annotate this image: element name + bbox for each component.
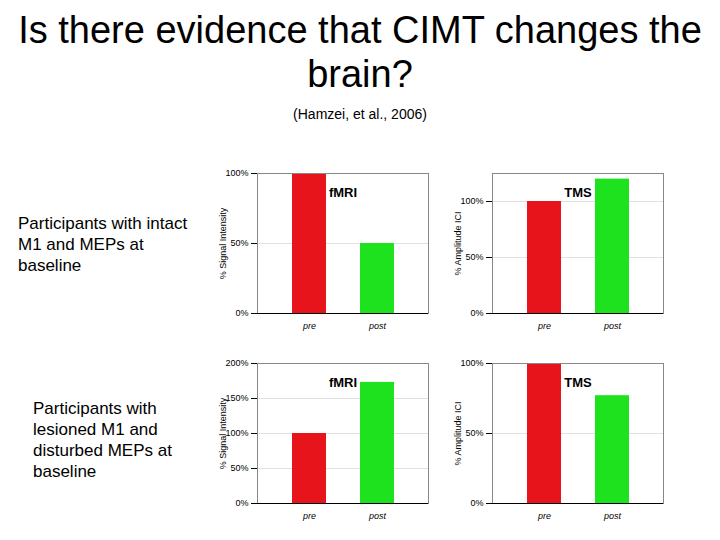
svg-text:% Amplitude ICI: % Amplitude ICI — [453, 401, 463, 465]
svg-text:50%: 50% — [230, 463, 248, 473]
svg-text:post: post — [603, 321, 622, 331]
svg-text:post: post — [603, 511, 622, 521]
svg-text:0%: 0% — [470, 498, 483, 508]
svg-text:pre: pre — [302, 511, 316, 521]
svg-text:% Signal Intensity: % Signal Intensity — [218, 207, 228, 279]
svg-text:0%: 0% — [470, 308, 483, 318]
svg-text:150%: 150% — [225, 393, 248, 403]
html-text:Is there evidence that CIMT ch: Is there evidence that CIMT changes the … — [18, 9, 702, 95]
svg-text:100%: 100% — [460, 358, 483, 368]
svg-text:50%: 50% — [230, 238, 248, 248]
svg-text:50%: 50% — [465, 428, 483, 438]
svg-text:post: post — [368, 511, 387, 521]
svg-text:100%: 100% — [460, 196, 483, 206]
svg-text:% Amplitude ICI: % Amplitude ICI — [453, 211, 463, 275]
html-text:Participants with intact M1 an: Participants with intact M1 and MEPs at … — [18, 214, 188, 275]
svg-text:TMS: TMS — [564, 375, 592, 390]
svg-text:TMS: TMS — [564, 185, 592, 200]
svg-text:pre: pre — [537, 511, 551, 521]
svg-text:fMRI: fMRI — [329, 185, 357, 200]
svg-text:0%: 0% — [235, 308, 248, 318]
svg-text:post: post — [368, 321, 387, 331]
svg-text:200%: 200% — [225, 358, 248, 368]
svg-text:100%: 100% — [225, 168, 248, 178]
svg-text:pre: pre — [537, 321, 551, 331]
svg-text:fMRI: fMRI — [329, 375, 357, 390]
svg-text:pre: pre — [302, 321, 316, 331]
svg-text:100%: 100% — [225, 428, 248, 438]
html-text:Participants with lesioned M1: Participants with lesioned M1 and distur… — [33, 399, 172, 481]
svg-text:50%: 50% — [465, 252, 483, 262]
svg-text:0%: 0% — [235, 498, 248, 508]
svg-text:% Signal Intensity: % Signal Intensity — [218, 397, 228, 469]
html-text:(Hamzei, et al., 2006): (Hamzei, et al., 2006) — [293, 106, 427, 122]
